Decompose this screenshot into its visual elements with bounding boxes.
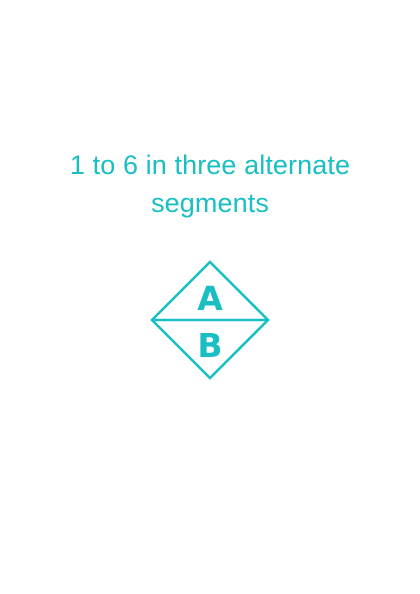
title-line-2: segments (151, 188, 269, 218)
diamond-letter-top: A (197, 279, 223, 318)
diamond-outline (150, 260, 270, 380)
page-title: 1 to 6 in three alternate segments (30, 146, 390, 222)
diamond-icon: A B (150, 260, 270, 380)
title-line-1: 1 to 6 in three alternate (69, 150, 351, 180)
ab-diamond-logo: A B (148, 258, 272, 382)
diamond-letter-bottom: B (197, 326, 222, 365)
